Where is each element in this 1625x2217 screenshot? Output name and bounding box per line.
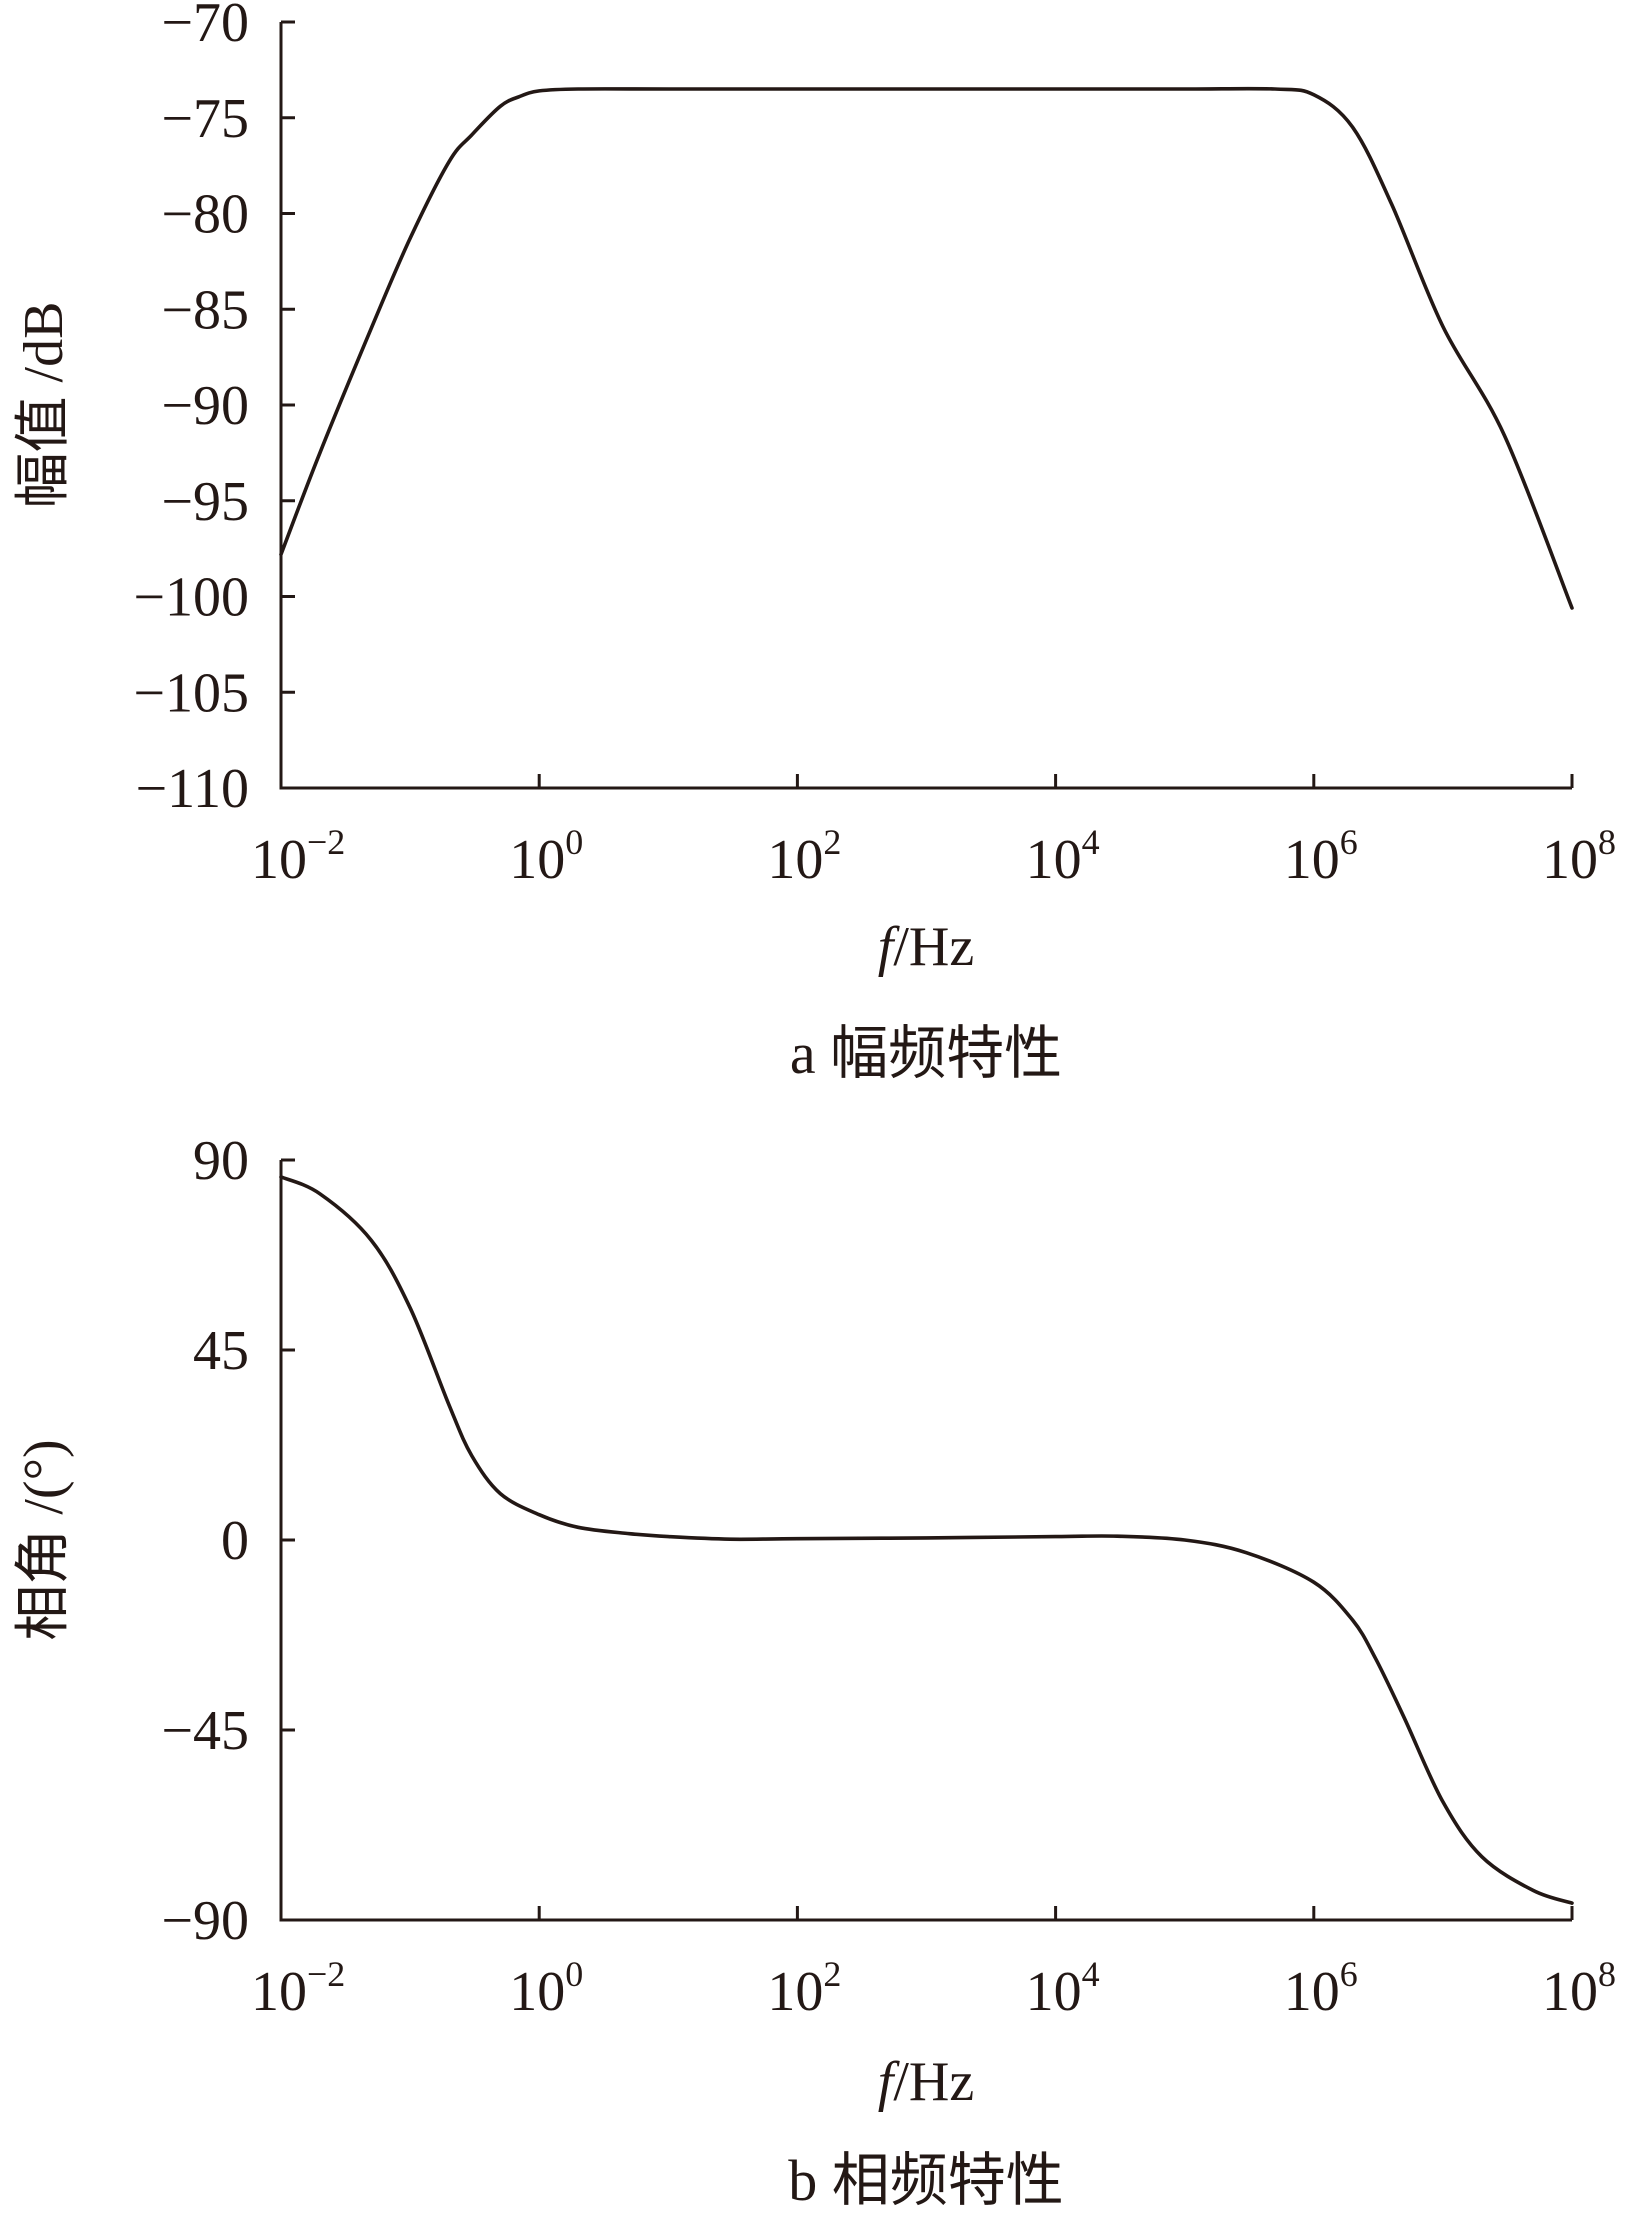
magnitude-axes xyxy=(279,22,1572,790)
magnitude-x-tick-label: 106 xyxy=(1284,822,1358,891)
magnitude-curve xyxy=(279,86,1574,610)
magnitude-x-tick-exponent: 4 xyxy=(1082,822,1100,862)
magnitude-x-tick-exponent: −2 xyxy=(307,822,345,862)
magnitude-x-axis-title: f/Hz xyxy=(878,916,974,978)
phase-y-axis-title: 相角 /(°) xyxy=(13,1439,75,1640)
magnitude-x-tick-label: 104 xyxy=(1026,822,1100,891)
magnitude-x-tick-exponent: 6 xyxy=(1340,822,1358,862)
magnitude-caption: a 幅频特性 xyxy=(790,1021,1062,1086)
phase-y-tick-label: −45 xyxy=(161,1700,249,1762)
phase-y-tick-label: −90 xyxy=(161,1890,249,1952)
phase-x-tick-base: 10 xyxy=(1542,1961,1598,2023)
magnitude-y-axis-title: 幅值 /dB xyxy=(13,302,75,509)
phase-x-ticks: 10−2 100 102 104 106 108 xyxy=(251,1906,1616,2023)
magnitude-x-tick-base: 10 xyxy=(1026,829,1082,891)
magnitude-x-tick-base: 10 xyxy=(1284,829,1340,891)
phase-x-axis-title-unit: /Hz xyxy=(893,2051,974,2113)
phase-x-tick-exponent: 4 xyxy=(1082,1954,1100,1994)
phase-x-tick-base: 10 xyxy=(251,1961,307,2023)
phase-y-ticks: 90 45 0 −45 −90 xyxy=(161,1130,295,1952)
phase-y-tick-label: 0 xyxy=(221,1510,249,1572)
magnitude-x-tick-base: 10 xyxy=(509,829,565,891)
magnitude-y-tick-label: −100 xyxy=(133,567,249,629)
magnitude-x-tick-label: 10−2 xyxy=(251,822,345,891)
phase-axes xyxy=(279,1160,1572,1922)
magnitude-chart: −70−75−80−85−90−95−100−105−110 10−2 100 10… xyxy=(13,0,1616,1086)
phase-x-tick-exponent: 0 xyxy=(565,1954,583,1994)
magnitude-x-tick-base: 10 xyxy=(1542,829,1598,891)
magnitude-x-ticks: 10−2 100 102 104 106 108 xyxy=(251,774,1616,891)
magnitude-y-ticks: −70 −75 −80 −85 −90 −95 −100 −105 −110 xyxy=(133,0,295,820)
phase-x-tick-exponent: −2 xyxy=(307,1954,345,1994)
magnitude-x-tick-label: 102 xyxy=(767,822,841,891)
phase-y-tick-label: 45 xyxy=(193,1320,249,1382)
phase-x-tick-label: 10−2 xyxy=(251,1954,345,2023)
magnitude-y-tick-label: −90 xyxy=(161,375,249,437)
phase-x-tick-label: 108 xyxy=(1542,1954,1616,2023)
magnitude-y-tick-label: −95 xyxy=(161,471,249,533)
magnitude-x-tick-exponent: 0 xyxy=(565,822,583,862)
magnitude-y-tick-label: −85 xyxy=(161,279,249,341)
phase-x-tick-label: 104 xyxy=(1026,1954,1100,2023)
magnitude-y-tick-label: −70 xyxy=(161,0,249,54)
phase-x-tick-base: 10 xyxy=(509,1961,565,2023)
magnitude-y-tick-label: −105 xyxy=(133,662,249,724)
magnitude-x-tick-exponent: 2 xyxy=(823,822,841,862)
magnitude-y-tick-label: −80 xyxy=(161,184,249,246)
magnitude-x-tick-base: 10 xyxy=(251,829,307,891)
magnitude-y-tick-label: −75 xyxy=(161,88,249,150)
magnitude-x-tick-label: 108 xyxy=(1542,822,1616,891)
phase-x-tick-label: 102 xyxy=(767,1954,841,2023)
phase-x-tick-exponent: 8 xyxy=(1598,1954,1616,1994)
phase-x-axis-title: f/Hz xyxy=(878,2051,974,2113)
magnitude-x-tick-base: 10 xyxy=(767,829,823,891)
phase-x-tick-label: 106 xyxy=(1284,1954,1358,2023)
phase-x-tick-base: 10 xyxy=(767,1961,823,2023)
phase-x-tick-label: 100 xyxy=(509,1954,583,2023)
phase-x-tick-base: 10 xyxy=(1026,1961,1082,2023)
magnitude-x-axis-title-unit: /Hz xyxy=(893,916,974,978)
phase-x-tick-base: 10 xyxy=(1284,1961,1340,2023)
phase-curve xyxy=(279,1175,1574,1905)
phase-y-tick-label: 90 xyxy=(193,1130,249,1192)
phase-caption: b 相频特性 xyxy=(788,2148,1064,2213)
magnitude-y-tick-label: −110 xyxy=(135,758,249,820)
phase-x-tick-exponent: 2 xyxy=(823,1954,841,1994)
magnitude-x-tick-exponent: 8 xyxy=(1598,822,1616,862)
magnitude-x-tick-label: 100 xyxy=(509,822,583,891)
phase-x-tick-exponent: 6 xyxy=(1340,1954,1358,1994)
